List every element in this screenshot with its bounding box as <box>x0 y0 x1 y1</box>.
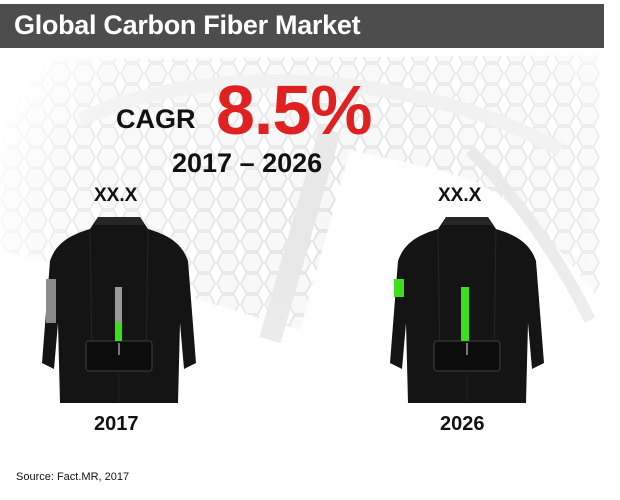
title-bar: Global Carbon Fiber Market <box>0 4 604 48</box>
jacket-2017 <box>42 217 196 403</box>
jacket-2026 <box>390 217 544 403</box>
cagr-label: CAGR <box>116 104 196 134</box>
source-note: Source: Fact.MR, 2017 <box>16 471 130 483</box>
category-label-2017: 2017 <box>94 413 139 435</box>
category-label-2026: 2026 <box>440 413 485 435</box>
value-label-2017: XX.X <box>94 185 138 206</box>
cagr-value: 8.5% <box>216 71 373 149</box>
bar-track-2017 <box>115 287 122 341</box>
forecast-period: 2017 – 2026 <box>172 148 323 178</box>
chart-title: Global Carbon Fiber Market <box>14 10 361 40</box>
bar-fill-2017 <box>115 322 122 341</box>
value-label-2026: XX.X <box>438 185 482 206</box>
bar-fill-2026 <box>461 287 469 341</box>
